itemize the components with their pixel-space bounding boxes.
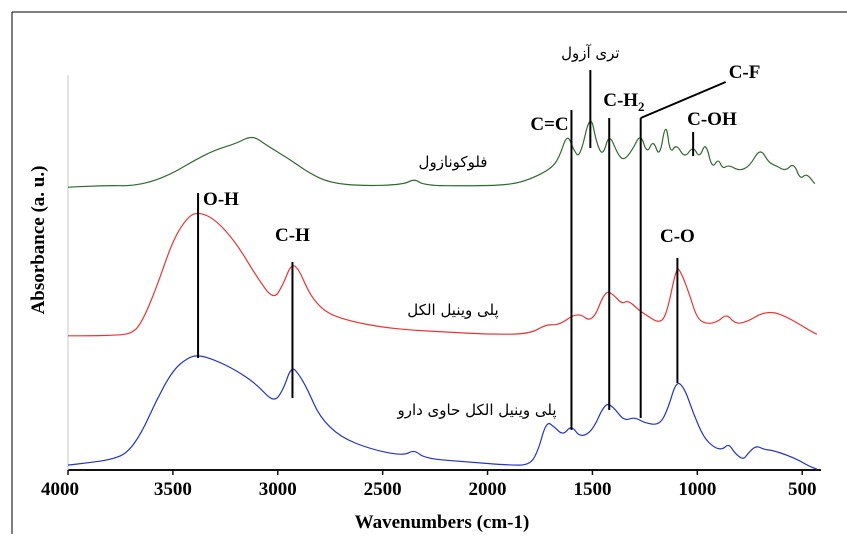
series-label: پلی وینیل الکل	[407, 301, 498, 320]
x-tick-label: 3000	[259, 479, 297, 500]
peak-label: C-F	[729, 62, 761, 83]
y-axis-title: Absorbance (a. u.)	[28, 166, 49, 315]
peak-label: O-H	[203, 189, 239, 210]
peak-label: C-O	[660, 226, 695, 247]
series-label: فلوکونازول	[419, 153, 488, 171]
peak-label: C-OH	[687, 109, 737, 130]
series-labels: فلوکونازول پلی وینیل الکل پلی وینیل الکل ح…	[396, 153, 556, 420]
x-tick-label: 2500	[364, 479, 402, 500]
chart-border	[11, 11, 847, 534]
x-axis-ticks: 4000 3500 3000 2500 2000 1500 1000 500	[41, 470, 816, 500]
x-tick-label: 4000	[41, 479, 79, 500]
peak-label-subscript: 2	[638, 99, 645, 114]
series-line	[68, 212, 818, 337]
peak-label: تری آزول	[561, 44, 620, 62]
x-tick-label: 1000	[678, 479, 716, 500]
chart-axes	[67, 75, 821, 471]
peak-annotations: O-H C-H C=C تری آزول C-H2 C-F C-OH C-O	[197, 44, 761, 430]
series-label: پلی وینیل الکل حاوی دارو	[396, 401, 556, 420]
peak-label: C-H2	[603, 90, 644, 114]
x-tick-label: 1500	[573, 479, 611, 500]
series-layer	[67, 120, 818, 470]
x-axis-title: Wavenumbers (cm-1)	[355, 512, 530, 533]
series-line	[67, 120, 816, 188]
x-tick-label: 2000	[469, 479, 507, 500]
peak-leader-line	[640, 81, 727, 119]
peak-label: C=C	[530, 114, 568, 135]
series-line	[67, 355, 818, 470]
x-tick-label: 3500	[154, 479, 192, 500]
x-tick-label: 500	[788, 479, 817, 500]
peak-label: C-H	[275, 225, 310, 246]
